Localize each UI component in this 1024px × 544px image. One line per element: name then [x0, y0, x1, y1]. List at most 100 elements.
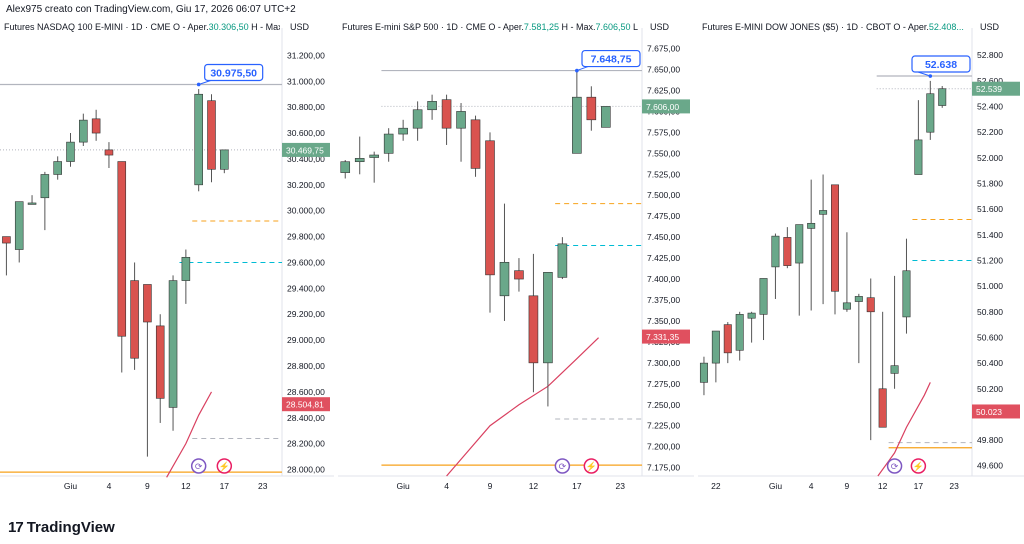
chart-panel-nasdaq[interactable]: Futures NASDAQ 100 E-MINI · 1D · CME O -… [0, 14, 334, 494]
y-tick-label: 52.200 [977, 127, 1003, 137]
candle-body [807, 222, 816, 229]
event-glyph: ⚡ [586, 461, 597, 473]
candle [340, 160, 351, 179]
candle-body [79, 119, 88, 143]
candle-body [735, 314, 744, 351]
candle [807, 179, 816, 311]
candle-body [601, 106, 611, 128]
currency-label: USD [980, 22, 1000, 32]
candle [104, 142, 114, 168]
x-tick-label: 17 [572, 481, 582, 491]
y-tick-label: 7.625,00 [647, 85, 680, 95]
candle [747, 311, 756, 343]
candle [938, 86, 947, 108]
candle-body [207, 100, 216, 170]
candle-body [220, 149, 229, 170]
y-tick-label: 7.500,00 [647, 190, 680, 200]
candle [40, 171, 50, 231]
event-glyph: ⟳ [559, 462, 567, 472]
candle [130, 262, 139, 370]
x-tick-label: 4 [809, 481, 814, 491]
y-tick-label: 49.600 [977, 461, 1003, 471]
candle [194, 89, 203, 192]
y-tick-label: 28.200,00 [287, 439, 325, 449]
earnings-event-icon [583, 458, 600, 474]
y-tick-label: 7.350,00 [647, 316, 680, 326]
tradingview-brand[interactable]: 17 TradingView [8, 519, 115, 536]
candle-body [747, 312, 756, 319]
y-tick-label: 7.375,00 [647, 295, 680, 305]
candle-body [485, 140, 495, 276]
candle [914, 100, 923, 175]
last-price-badge [972, 81, 1020, 96]
candle-body [543, 272, 553, 364]
y-tick-label: 50.800 [977, 307, 1003, 317]
chart-title: Futures E-mini S&P 500 · 1D · CME O - Ap… [342, 22, 640, 32]
y-tick-label: 51.400 [977, 230, 1003, 240]
candle [783, 227, 792, 269]
high-value: 7.606,50 [595, 22, 634, 32]
candle [2, 236, 11, 276]
candle [207, 94, 216, 183]
y-tick-label: 29.600,00 [287, 257, 325, 267]
last-price-badge-text: 52.539 [976, 84, 1002, 94]
candle-body [759, 278, 768, 315]
candle-body [783, 237, 792, 266]
candle [735, 311, 744, 361]
candle [902, 238, 911, 334]
y-tick-label: 7.175,00 [647, 463, 680, 473]
candle [14, 201, 24, 263]
event-glyph: ⚡ [219, 461, 230, 473]
candle [842, 232, 851, 312]
candle-body [168, 280, 178, 408]
price-callout-box [911, 55, 971, 73]
candle [819, 174, 828, 305]
dividend-event-icon [554, 458, 571, 474]
candle-body [40, 174, 50, 199]
high-label: H - Max. [561, 22, 596, 32]
event-glyph: ⟳ [195, 462, 203, 472]
price-callout-box [204, 63, 264, 82]
moving-average-badge-text: 50.023 [976, 407, 1002, 417]
x-tick-label: 9 [145, 481, 150, 491]
open-value: 52.408... [928, 22, 964, 32]
candle-body [699, 362, 708, 383]
y-tick-label: 7.200,00 [647, 442, 680, 452]
candle-body [456, 111, 466, 129]
y-tick-label: 49.800 [977, 435, 1003, 445]
x-tick-label: 23 [949, 481, 959, 491]
y-tick-label: 31.000,00 [287, 76, 325, 86]
moving-average-line [166, 391, 213, 478]
candle [66, 133, 75, 167]
y-tick-label: 7.450,00 [647, 232, 680, 242]
chart-canvas: 7.675,007.650,007.625,007.600,007.575,00… [338, 28, 694, 491]
candle-body [91, 118, 101, 134]
candle [220, 149, 229, 174]
candle [427, 94, 437, 120]
candle [369, 151, 379, 183]
y-tick-label: 50.400 [977, 358, 1003, 368]
candle [866, 278, 875, 441]
last-price-badge [642, 99, 690, 114]
candle-body [586, 96, 597, 121]
candle-body [66, 141, 75, 162]
earnings-event-icon [910, 458, 927, 474]
callout-anchor [928, 74, 933, 78]
candle [831, 184, 839, 315]
y-tick-label: 7.650,00 [647, 65, 680, 75]
y-tick-label: 50.600 [977, 332, 1003, 342]
candle [354, 136, 365, 175]
currency-label: USD [650, 22, 670, 32]
candle [383, 128, 394, 162]
candle-body [842, 302, 851, 310]
callout-anchor [196, 82, 201, 87]
callout-anchor [575, 68, 579, 73]
candle-body [53, 161, 62, 175]
chart-panel-dow[interactable]: Futures E-MINI DOW JONES ($5) · 1D · CBO… [698, 14, 1024, 494]
y-tick-label: 30.200,00 [287, 180, 325, 190]
last-price-badge [282, 142, 330, 157]
moving-average-badge [972, 404, 1020, 419]
watermark-text: Alex975 creato con TradingView.com, Giu … [6, 4, 296, 15]
x-tick-label: 17 [914, 481, 924, 491]
chart-panel-sp500[interactable]: Futures E-mini S&P 500 · 1D · CME O - Ap… [338, 14, 694, 494]
